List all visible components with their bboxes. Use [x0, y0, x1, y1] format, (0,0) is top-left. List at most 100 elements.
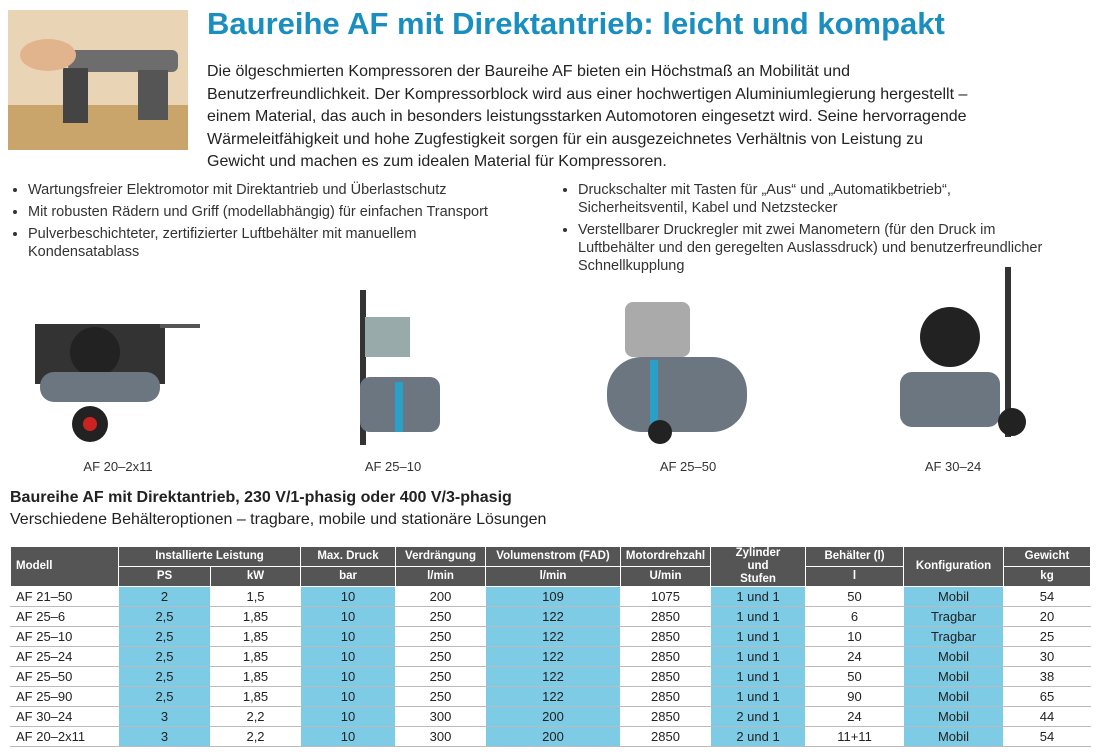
table-cell: 10 — [300, 646, 397, 667]
product-caption: AF 25–10 — [364, 459, 422, 474]
table-cell: 30 — [1003, 646, 1092, 667]
paragraph-line: Die ölgeschmierten Kompressoren der Baur… — [207, 63, 850, 80]
feature-item: Druckschalter mit Tasten für „Aus“ und „… — [578, 181, 1048, 217]
table-cell: 2 und 1 — [710, 706, 807, 727]
table-cell: 50 — [805, 586, 905, 607]
column-header: Volumenstrom (FAD) — [485, 546, 622, 567]
table-cell: 122 — [485, 646, 622, 667]
unit-header: l/min — [395, 566, 487, 587]
table-cell: 2850 — [620, 606, 712, 627]
unit-header: U/min — [620, 566, 712, 587]
table-cell: 1,85 — [209, 626, 302, 647]
table-cell: 3 — [118, 706, 211, 727]
paragraph-line: Wärmeleitfähigkeit und hohe Zugfestigkei… — [207, 130, 923, 148]
table-cell: 1,85 — [209, 686, 302, 707]
column-header: Verdrängung — [395, 546, 487, 567]
table-cell: 2,5 — [118, 606, 211, 627]
column-header: Konfiguration — [903, 546, 1005, 587]
feature-item: Wartungsfreier Elektromotor mit Direktan… — [28, 181, 518, 199]
table-cell: AF 20–2x11 — [10, 726, 119, 747]
table-cell: 250 — [395, 666, 487, 687]
feature-item: Mit robusten Rädern und Griff (modellabh… — [28, 203, 518, 221]
table-cell: 200 — [485, 706, 622, 727]
table-cell: 25 — [1003, 626, 1092, 647]
data-row: AF 25–6 2,5 1,85 10 250 122 2850 1 und 1 6 Tragba… — [10, 606, 1092, 627]
table-cell: 1,85 — [209, 606, 302, 627]
table-cell: 1 und 1 — [710, 626, 807, 647]
data-row: AF 25–10 2,5 1,85 10 250 122 2850 1 und 1 10 Trag… — [10, 626, 1092, 647]
table-cell: 20 — [1003, 606, 1092, 627]
table-cell: 2 — [118, 586, 211, 607]
table-cell: 1 und 1 — [710, 586, 807, 607]
product-caption: AF 30–24 — [924, 459, 982, 474]
table-cell: 250 — [395, 686, 487, 707]
table-cell: 1075 — [620, 586, 712, 607]
table-cell: Mobil — [903, 726, 1005, 747]
table-cell: 6 — [805, 606, 905, 627]
table-cell: 250 — [395, 606, 487, 627]
table-cell: 44 — [1003, 706, 1092, 727]
section-title: Baureihe AF mit Direktantrieb, 230 V/1-p… — [10, 489, 512, 506]
table-cell: 2850 — [620, 686, 712, 707]
data-row: AF 25–24 2,5 1,85 10 250 122 2850 1 und 1 24 Mobi… — [10, 646, 1092, 667]
table-cell: 122 — [485, 626, 622, 647]
table-cell: 10 — [300, 686, 397, 707]
table-cell: 2,5 — [118, 646, 211, 667]
table-cell: 1,85 — [209, 666, 302, 687]
paragraph-line: Gewicht und machen es zum idealen Materi… — [207, 153, 667, 170]
table-cell: 11+11 — [805, 726, 905, 747]
table-cell: 300 — [395, 726, 487, 747]
title: Baureihe AF mit Direktantrieb: leicht un… — [207, 6, 945, 41]
table-cell: 1,85 — [209, 646, 302, 667]
table-cell: 90 — [805, 686, 905, 707]
product-caption: AF 20–2x11 — [83, 459, 153, 474]
table-cell: 2850 — [620, 646, 712, 667]
product-caption: AF 25–50 — [659, 459, 717, 474]
section-subtitle: Verschiedene Behälteroptionen – tragbare… — [10, 511, 547, 528]
table-cell: 2850 — [620, 626, 712, 647]
unit-header: bar — [300, 566, 397, 587]
table-cell: 54 — [1003, 726, 1092, 747]
table-cell: 10 — [805, 626, 905, 647]
unit-header: PS — [118, 566, 211, 587]
unit-row: PS kW bar l/min l/min U/min l kg — [11, 566, 1092, 587]
table-cell: 3 — [118, 726, 211, 747]
table-cell: 2850 — [620, 666, 712, 687]
table-cell: 1 und 1 — [710, 606, 807, 627]
column-header: Motordrehzahl — [620, 546, 712, 567]
table-cell: 54 — [1003, 586, 1092, 607]
paragraph-line: einem Material, das auch in besonders le… — [207, 108, 967, 125]
table-cell: 200 — [395, 586, 487, 607]
table-cell: 10 — [300, 726, 397, 747]
data-row: AF 25–90 2,5 1,85 10 250 122 2850 1 und 1 90 Mobi… — [10, 686, 1092, 707]
table-cell: AF 25–10 — [10, 626, 119, 647]
unit-header: l — [805, 566, 905, 587]
data-row: AF 30–24 3 2,2 10 300 200 2850 2 und 1 24 Mobil 44 — [10, 706, 1092, 727]
table-cell: 38 — [1003, 666, 1092, 687]
header-row: Modell Installierte Leistung Max. Druck Ver… — [10, 546, 1092, 587]
table-cell: Mobil — [903, 586, 1005, 607]
product-images — [35, 267, 1026, 445]
column-header: Gewicht — [1003, 546, 1092, 567]
feature-item: Pulverbeschichteter, zertifizierter Luft… — [28, 225, 518, 261]
table-cell: 10 — [300, 706, 397, 727]
table-cell: 122 — [485, 666, 622, 687]
table-cell: AF 21–50 — [10, 586, 119, 607]
table-cell: AF 25–50 — [10, 666, 119, 687]
table-cell: 2,2 — [209, 726, 302, 747]
column-header: Behälter (l) — [805, 546, 905, 567]
column-header: Max. Druck — [300, 546, 397, 567]
table-cell: 250 — [395, 646, 487, 667]
table-cell: 1 und 1 — [710, 666, 807, 687]
paragraph-line: Benutzerfreundlichkeit. Der Kompressorbl… — [207, 85, 968, 103]
table-cell: 24 — [805, 706, 905, 727]
table-cell: 10 — [300, 626, 397, 647]
column-header: Zylinder und Stufen — [710, 546, 807, 587]
table-cell: Tragbar — [903, 606, 1005, 627]
table-cell: AF 25–6 — [10, 606, 119, 627]
data-row: AF 25–50 2,5 1,85 10 250 122 2850 1 und 1 50 Mobi… — [10, 666, 1092, 687]
unit-header: kW — [209, 566, 302, 587]
table-cell: 2850 — [620, 706, 712, 727]
intro-paragraph: Die ölgeschmierten Kompressoren der Baur… — [207, 61, 967, 174]
